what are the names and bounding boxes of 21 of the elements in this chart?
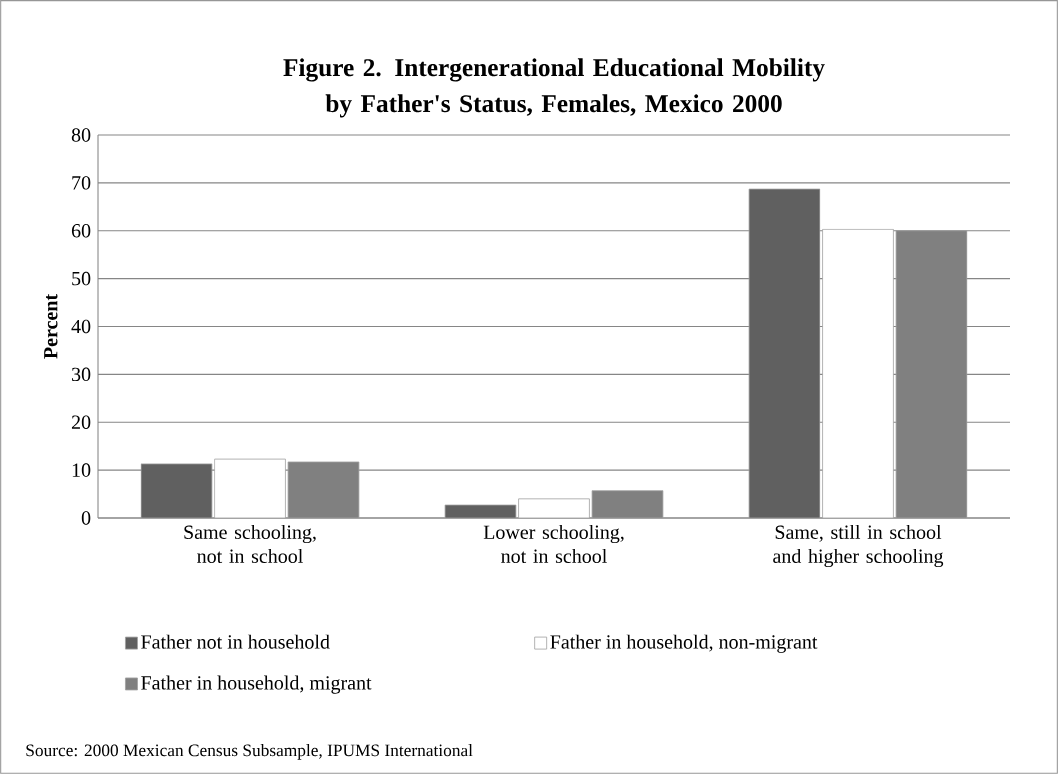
y-tick-label: 20: [71, 415, 91, 429]
y-tick-label: 70: [72, 176, 91, 190]
x-tick-label: Same, still in school and higher schooling: [773, 524, 944, 568]
y-tick-label: 80: [71, 128, 91, 142]
legend-label: Father not in household: [141, 634, 330, 649]
y-tick-label: 0: [81, 511, 91, 525]
bar: [748, 188, 821, 518]
y-tick-label: 50: [72, 271, 91, 286]
chart-title: Figure 2. Intergenerational Educational Mobility by Father's Status, Females, Mexico 2000: [283, 58, 825, 118]
bar: [822, 228, 894, 518]
y-tick-label: 10: [72, 463, 91, 477]
legend-label: Father in household, migrant: [141, 675, 372, 694]
y-tick-label: 60: [71, 224, 91, 238]
source-note: Source: 2000 Mexican Census Subsample, IPUMS International: [26, 744, 473, 760]
bar: [140, 463, 213, 518]
legend-label: Father in household, non-migrant: [550, 634, 818, 653]
x-tick-label: Same schooling, not in school: [184, 524, 316, 563]
y-tick-label: 30: [72, 367, 91, 382]
y-tick-label: 40: [71, 319, 91, 334]
x-tick-label: Lower schooling, not in school: [483, 524, 624, 563]
y-axis-title: Percent: [44, 294, 58, 359]
